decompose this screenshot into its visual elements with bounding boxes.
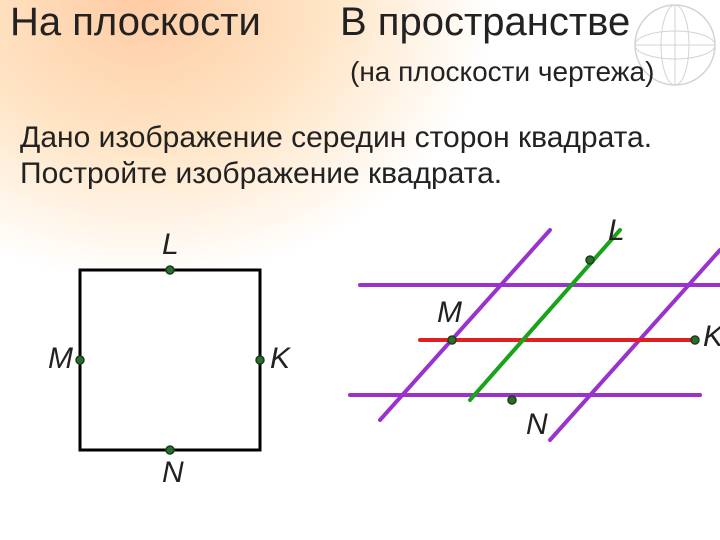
right-label-L: L [608, 214, 625, 248]
right-diagram [0, 0, 720, 540]
right-label-M: M [437, 296, 462, 330]
right-label-N: N [526, 408, 548, 442]
right-label-K: K [703, 320, 720, 354]
